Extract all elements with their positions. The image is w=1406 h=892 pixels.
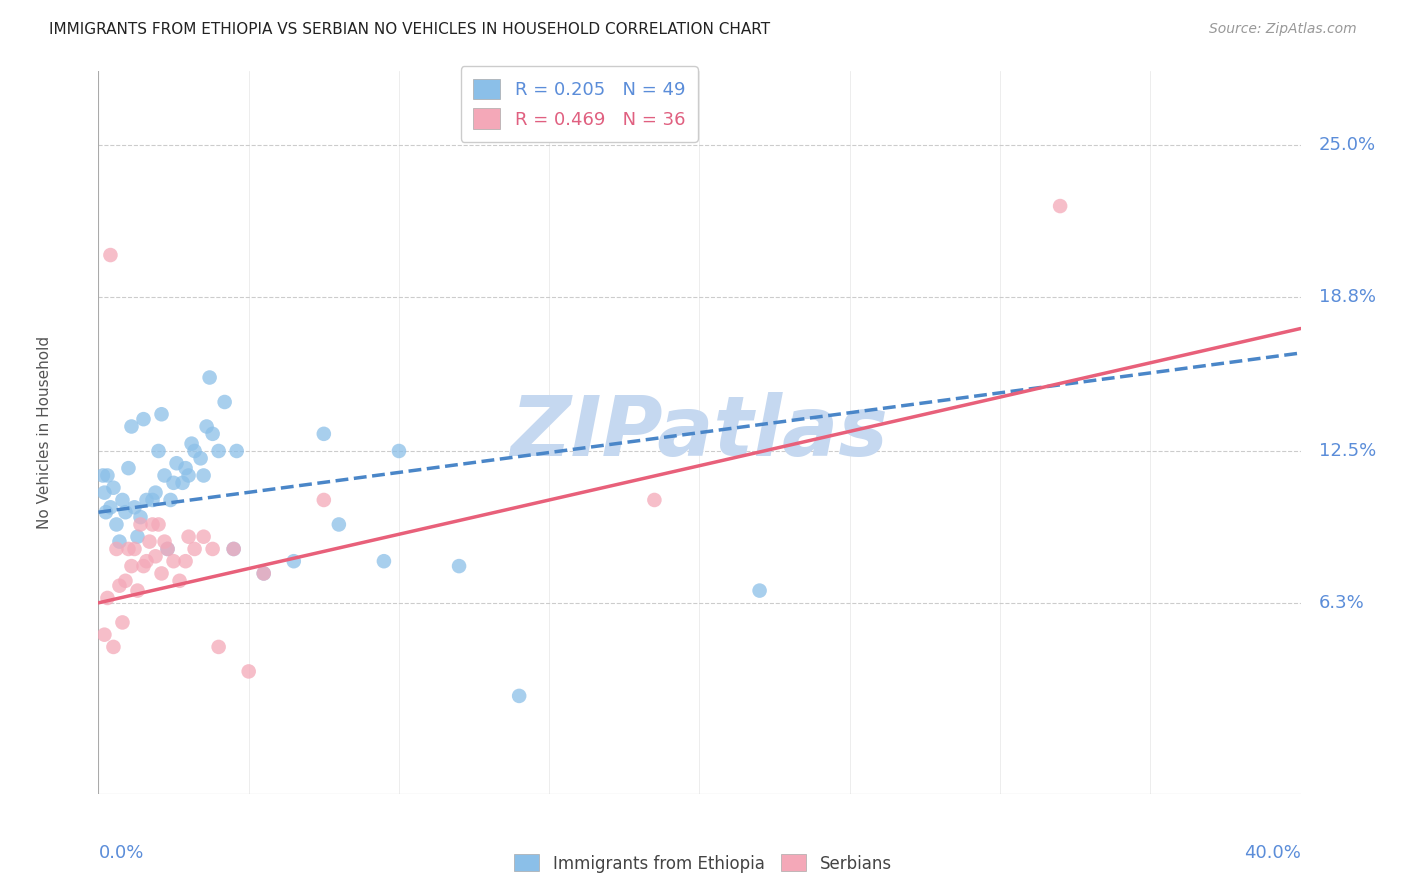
Point: [172, 475, 194, 490]
Point: [201, 426, 224, 441]
Point: [127, 583, 149, 598]
Point: [198, 370, 221, 384]
Point: [162, 475, 184, 490]
Point: [222, 541, 245, 556]
Point: [169, 574, 191, 588]
Point: [141, 517, 163, 532]
Legend: Immigrants from Ethiopia, Serbians: Immigrants from Ethiopia, Serbians: [508, 847, 898, 880]
Text: 0.0%: 0.0%: [98, 845, 143, 863]
Point: [166, 456, 188, 470]
Point: [1049, 199, 1071, 213]
Point: [100, 248, 122, 262]
Point: [108, 579, 131, 593]
Text: 12.5%: 12.5%: [1319, 442, 1376, 460]
Point: [145, 549, 167, 564]
Point: [91, 468, 114, 483]
Point: [174, 461, 197, 475]
Point: [141, 493, 163, 508]
Point: [373, 554, 395, 568]
Point: [96, 468, 118, 483]
Point: [111, 493, 134, 508]
Point: [124, 541, 146, 556]
Point: [138, 534, 160, 549]
Point: [195, 419, 218, 434]
Point: [177, 468, 200, 483]
Point: [447, 559, 470, 574]
Point: [150, 566, 173, 581]
Point: [748, 583, 770, 598]
Point: [94, 505, 117, 519]
Point: [150, 407, 173, 421]
Point: [111, 615, 134, 630]
Point: [124, 500, 146, 515]
Point: [190, 451, 212, 466]
Point: [103, 640, 125, 654]
Point: [117, 461, 139, 475]
Point: [156, 541, 179, 556]
Point: [93, 485, 115, 500]
Point: [312, 426, 335, 441]
Point: [508, 689, 530, 703]
Point: [643, 493, 665, 508]
Point: [105, 517, 128, 532]
Point: [132, 559, 155, 574]
Text: No Vehicles in Household: No Vehicles in Household: [37, 336, 52, 529]
Point: [183, 541, 205, 556]
Point: [148, 517, 170, 532]
Legend: R = 0.205   N = 49, R = 0.469   N = 36: R = 0.205 N = 49, R = 0.469 N = 36: [461, 66, 697, 142]
Point: [328, 517, 350, 532]
Point: [180, 436, 202, 450]
Point: [148, 444, 170, 458]
Point: [105, 541, 128, 556]
Point: [153, 468, 176, 483]
Point: [156, 541, 179, 556]
Point: [117, 541, 139, 556]
Point: [225, 444, 247, 458]
Point: [108, 534, 131, 549]
Text: 40.0%: 40.0%: [1244, 845, 1301, 863]
Point: [193, 468, 215, 483]
Point: [208, 444, 231, 458]
Point: [127, 530, 149, 544]
Point: [238, 665, 260, 679]
Text: 18.8%: 18.8%: [1319, 288, 1375, 306]
Point: [121, 559, 143, 574]
Point: [214, 395, 236, 409]
Point: [159, 493, 181, 508]
Point: [132, 412, 155, 426]
Point: [145, 485, 167, 500]
Point: [135, 554, 157, 568]
Point: [183, 444, 205, 458]
Point: [129, 510, 152, 524]
Point: [96, 591, 118, 605]
Point: [100, 500, 122, 515]
Point: [388, 444, 411, 458]
Point: [114, 505, 136, 519]
Point: [114, 574, 136, 588]
Text: 25.0%: 25.0%: [1319, 136, 1375, 153]
Text: Source: ZipAtlas.com: Source: ZipAtlas.com: [1209, 22, 1357, 37]
Point: [193, 530, 215, 544]
Point: [162, 554, 184, 568]
Point: [283, 554, 305, 568]
Text: 6.3%: 6.3%: [1319, 594, 1364, 612]
Point: [222, 541, 245, 556]
Point: [201, 541, 224, 556]
Point: [253, 566, 276, 581]
Point: [174, 554, 197, 568]
Point: [121, 419, 143, 434]
Point: [135, 493, 157, 508]
Point: [93, 628, 115, 642]
Text: ZIPatlas: ZIPatlas: [510, 392, 889, 473]
Point: [253, 566, 276, 581]
Point: [103, 481, 125, 495]
Point: [129, 517, 152, 532]
Text: IMMIGRANTS FROM ETHIOPIA VS SERBIAN NO VEHICLES IN HOUSEHOLD CORRELATION CHART: IMMIGRANTS FROM ETHIOPIA VS SERBIAN NO V…: [49, 22, 770, 37]
Point: [208, 640, 231, 654]
Point: [177, 530, 200, 544]
Point: [312, 493, 335, 508]
Point: [153, 534, 176, 549]
